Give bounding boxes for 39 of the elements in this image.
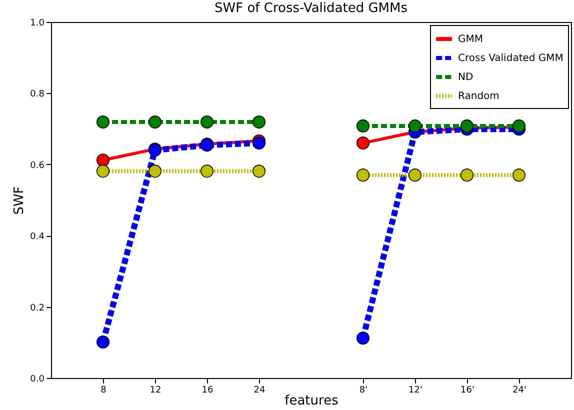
- point: [460, 168, 474, 182]
- y-tick-label: 0.0: [30, 374, 45, 384]
- point: [96, 336, 110, 349]
- point: [356, 332, 370, 345]
- point: [148, 116, 162, 129]
- legend-label: GMM: [458, 34, 484, 45]
- x-tick-label: 8: [100, 386, 107, 396]
- x-tick-label: 8': [359, 386, 368, 396]
- point: [512, 168, 526, 182]
- legend-label: Cross Validated GMM: [458, 53, 564, 64]
- point: [408, 168, 422, 182]
- y-tick-label: 1.0: [30, 18, 45, 28]
- point: [356, 119, 370, 132]
- x-tick-label: 24: [254, 386, 266, 396]
- point: [408, 119, 422, 132]
- x-tick-label: 24': [512, 386, 526, 396]
- x-tick-label: 12: [150, 386, 162, 396]
- x-tick-label: 12': [408, 386, 422, 396]
- chart-title: SWF of Cross-Validated GMMs: [214, 1, 408, 16]
- point: [252, 164, 266, 178]
- y-axis-title: SWF: [12, 186, 28, 215]
- point: [252, 116, 266, 129]
- point: [356, 168, 370, 182]
- point: [356, 136, 370, 150]
- point: [96, 116, 110, 129]
- legend-label: ND: [458, 72, 474, 83]
- x-axis-title: features: [284, 394, 339, 408]
- y-tick-label: 0.4: [30, 232, 45, 242]
- point: [96, 164, 110, 178]
- x-tick-label: 16': [460, 386, 474, 396]
- y-tick-label: 0.8: [30, 90, 45, 100]
- y-tick-label: 0.2: [30, 303, 44, 314]
- point: [200, 164, 214, 178]
- point: [200, 116, 214, 129]
- point: [460, 119, 474, 132]
- y-tick-label: 0.6: [30, 160, 45, 171]
- point: [148, 164, 162, 178]
- legend-label: Random: [458, 91, 500, 102]
- x-tick-label: 16: [202, 386, 214, 396]
